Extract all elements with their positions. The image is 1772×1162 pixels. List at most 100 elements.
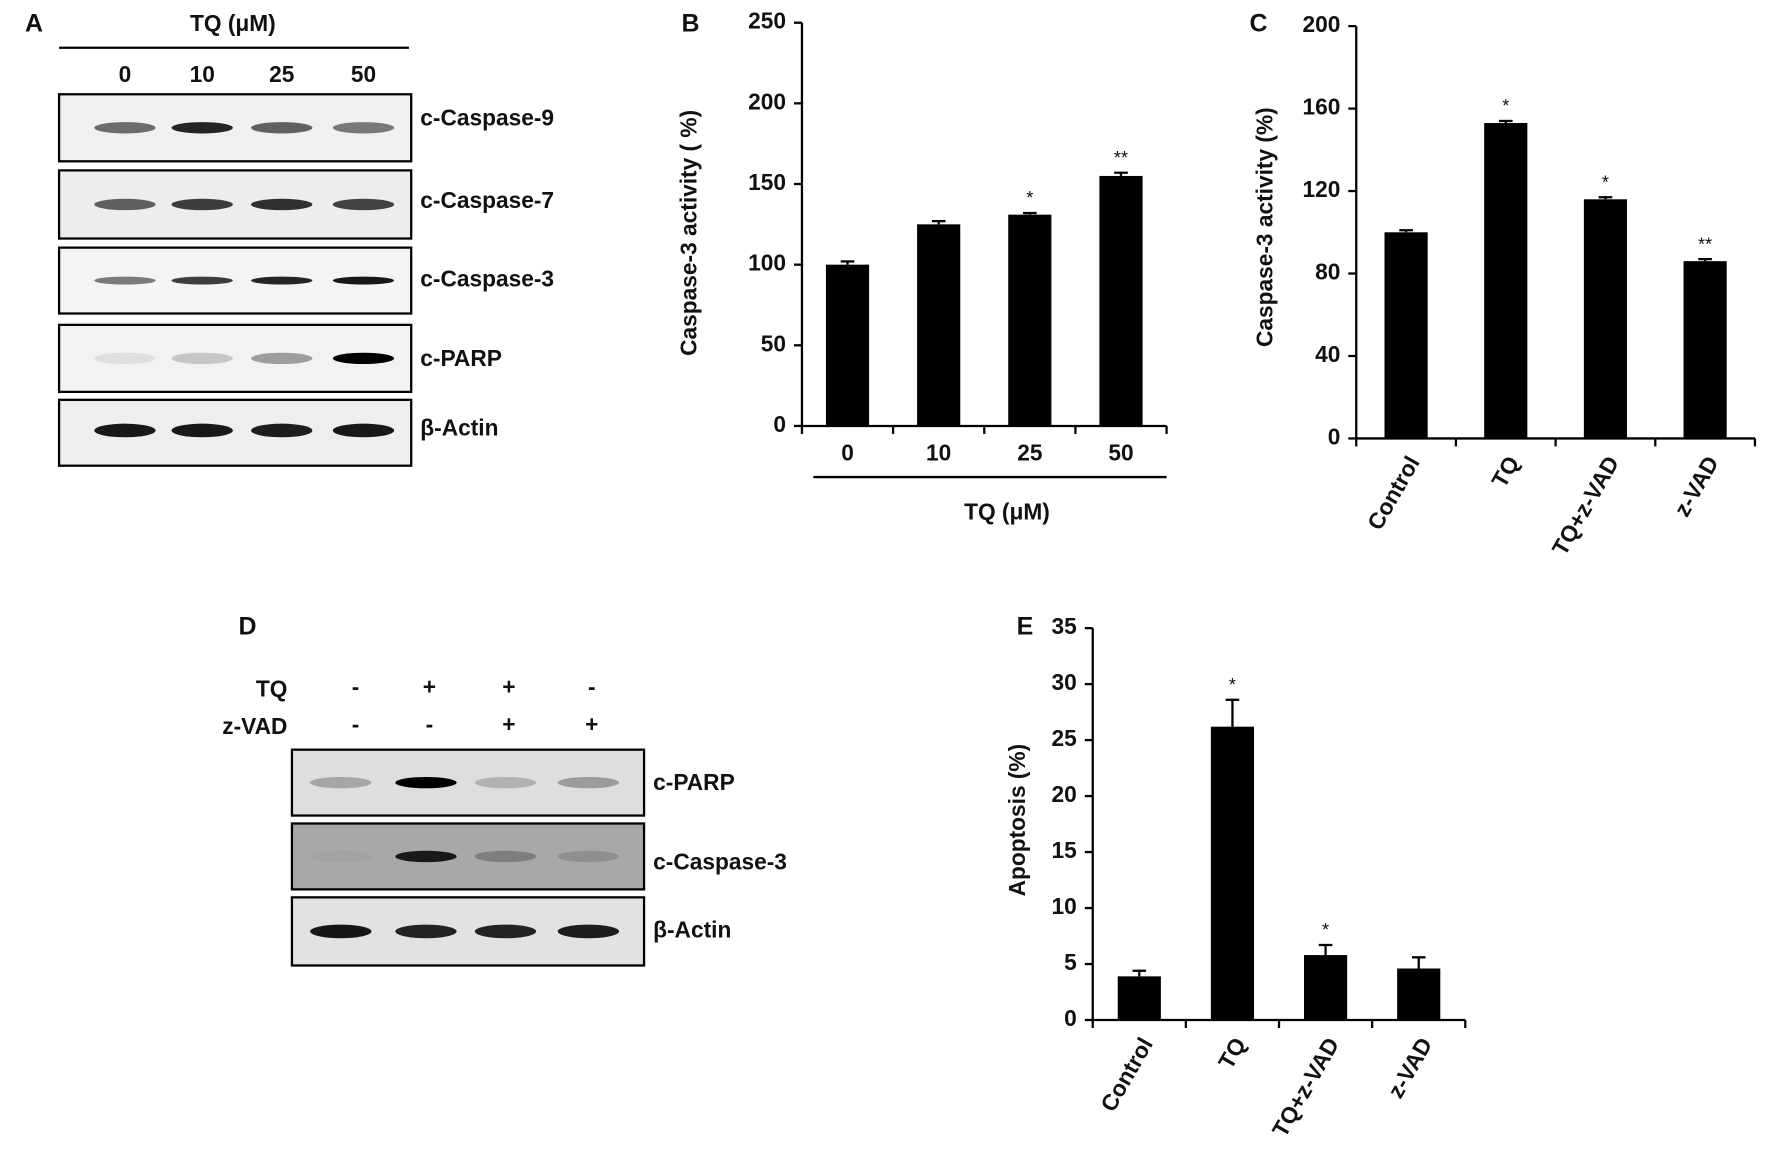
bar [825, 264, 870, 426]
y-tick-label: 200 [1302, 11, 1340, 37]
blot-band [474, 776, 537, 789]
y-tick-label: 200 [748, 88, 786, 114]
blot-band [557, 776, 620, 789]
blot-band [332, 198, 395, 211]
y-axis-label: Caspase-3 activity (%) [1252, 107, 1278, 347]
blot-band [395, 850, 457, 863]
y-tick-label: 30 [1052, 669, 1077, 695]
bar [1384, 232, 1428, 439]
blot-band [171, 122, 233, 134]
x-tick-label: 0 [841, 439, 854, 465]
y-tick-label: 100 [748, 250, 786, 276]
sign: + [585, 711, 598, 737]
annotation: ** [1698, 234, 1712, 254]
blot-band [251, 122, 313, 134]
blot-band [332, 122, 395, 134]
blot-band [251, 352, 313, 365]
y-tick-label: 40 [1315, 341, 1340, 367]
x-tick-label: 50 [1108, 439, 1133, 465]
bar [1484, 123, 1528, 439]
y-tick-label: 250 [748, 8, 786, 34]
bar [917, 224, 961, 426]
sign: - [426, 711, 434, 737]
lane-label: 25 [269, 61, 294, 87]
y-tick-label: 50 [761, 330, 786, 356]
blot-band [557, 850, 620, 863]
x-tick-label: 10 [926, 439, 951, 465]
sign: + [423, 673, 436, 699]
blot-band [94, 423, 156, 438]
blot-band [395, 924, 457, 939]
bar [1683, 261, 1727, 439]
annotation: * [1322, 920, 1329, 940]
blot-row-label: c-PARP [420, 345, 502, 371]
bar [1583, 199, 1628, 439]
bar [1210, 726, 1255, 1021]
annotation: * [1229, 675, 1236, 695]
blot-band [474, 924, 537, 939]
blot-band [171, 423, 233, 438]
y-tick-label: 5 [1064, 949, 1077, 975]
blot-band [332, 423, 395, 438]
sign: - [352, 711, 360, 737]
blot-band [310, 776, 372, 789]
blot-frame [290, 822, 646, 891]
annotation: * [1602, 172, 1609, 192]
blot-row-label: c-Caspase-9 [420, 104, 554, 130]
blot-band [171, 352, 233, 365]
panel-letter: C [1249, 10, 1267, 38]
blot-band [94, 276, 156, 285]
blot-band [171, 198, 233, 211]
y-tick-label: 10 [1052, 893, 1077, 919]
sign: + [502, 711, 515, 737]
y-tick-label: 80 [1315, 259, 1340, 285]
blot-band [251, 198, 313, 211]
annotation: * [1502, 96, 1509, 116]
panel-letter: A [25, 10, 43, 38]
blot-row-label: β-Actin [653, 916, 731, 942]
blot-frame [290, 748, 646, 817]
sign: - [588, 673, 596, 699]
blot-row-label: c-PARP [653, 769, 735, 795]
panel-letter: D [239, 613, 257, 641]
panel-letter: E [1017, 613, 1034, 641]
blot-row-label: c-Caspase-3 [420, 266, 554, 292]
blot-header: TQ (μM) [190, 10, 276, 36]
blot-band [171, 276, 233, 285]
blot-band [395, 776, 457, 789]
y-tick-label: 15 [1052, 837, 1077, 863]
panel-letter: B [682, 10, 700, 38]
blot-band [94, 352, 156, 365]
y-tick-label: 20 [1052, 781, 1077, 807]
blot-band [251, 423, 313, 438]
bar [1397, 968, 1441, 1021]
blot-band [251, 276, 313, 285]
bar [1304, 955, 1348, 1021]
blot-row-label: c-Caspase-3 [653, 848, 787, 874]
y-tick-label: 35 [1052, 613, 1077, 639]
sign: + [502, 673, 515, 699]
x-axis-label: TQ (μM) [964, 498, 1050, 524]
blot-band [310, 851, 371, 862]
blot-row-label: β-Actin [420, 414, 498, 440]
y-axis-label: Caspase-3 activity ( %) [676, 110, 702, 356]
x-tick-label: 25 [1017, 439, 1042, 465]
y-axis-label: Apoptosis (%) [1004, 744, 1030, 897]
blot-band [474, 850, 537, 863]
blot-band [94, 198, 156, 211]
y-tick-label: 160 [1302, 94, 1340, 120]
bar [1008, 214, 1052, 426]
annotation: * [1026, 188, 1033, 208]
sign: - [352, 673, 360, 699]
bar [1117, 976, 1161, 1021]
lane-label: 10 [190, 61, 215, 87]
y-tick-label: 0 [1328, 423, 1341, 449]
blot-band [332, 352, 395, 365]
treatment-label: TQ [256, 676, 288, 702]
lane-label: 0 [119, 61, 132, 87]
annotation: ** [1114, 148, 1128, 168]
blot-band [94, 122, 156, 134]
y-tick-label: 0 [773, 411, 786, 437]
blot-band [310, 924, 372, 939]
